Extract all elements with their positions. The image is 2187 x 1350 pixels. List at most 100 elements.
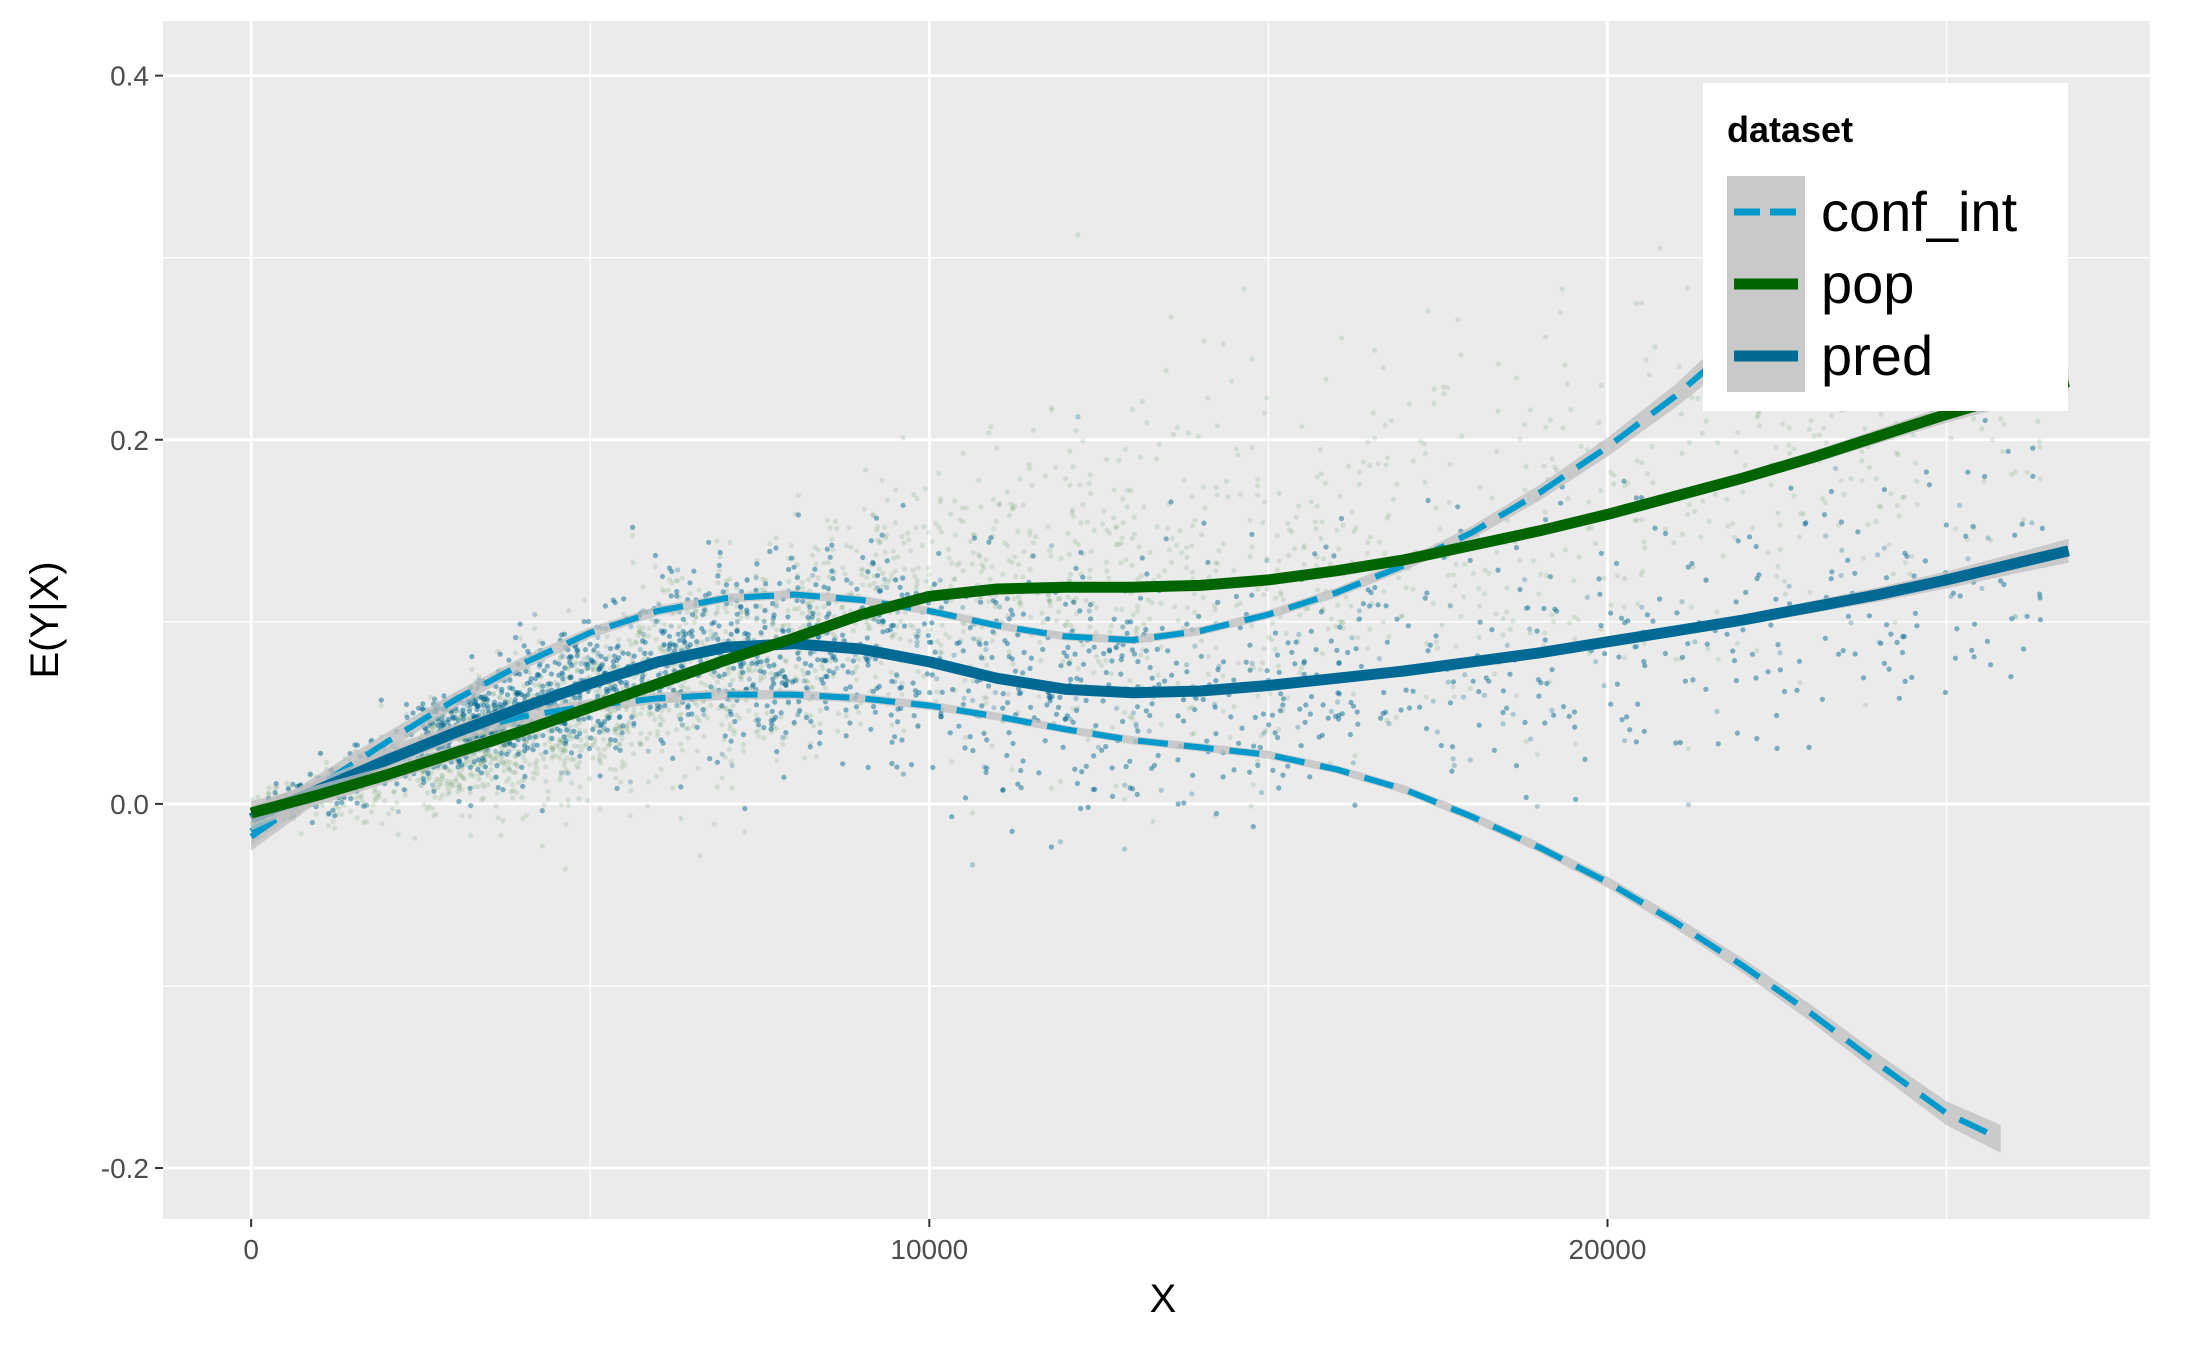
pop-point xyxy=(266,785,272,791)
pop-point xyxy=(617,723,624,729)
pop-point xyxy=(1017,476,1023,482)
pred-point xyxy=(1450,756,1456,762)
pop-point xyxy=(762,607,768,613)
pop-point xyxy=(744,614,750,620)
pred-point xyxy=(1018,767,1024,774)
pop-point xyxy=(1948,435,1954,441)
pop-point xyxy=(557,736,563,743)
pop-point xyxy=(842,571,848,577)
pop-point xyxy=(1914,501,1920,507)
pop-point xyxy=(1542,630,1548,636)
pop-point xyxy=(1893,450,1900,456)
pop-point xyxy=(901,540,907,546)
pred-point xyxy=(937,577,943,583)
pop-point xyxy=(493,702,499,708)
pop-point xyxy=(641,634,647,640)
pop-point xyxy=(719,674,725,681)
pop-point xyxy=(359,797,365,803)
pred-point xyxy=(1593,659,1599,665)
pop-point xyxy=(1621,604,1627,610)
pop-point xyxy=(602,754,608,760)
pop-point xyxy=(814,605,820,611)
pop-point xyxy=(805,601,811,607)
pred-point xyxy=(1204,738,1210,744)
pop-point xyxy=(1184,554,1190,561)
pop-point xyxy=(421,801,427,808)
pred-point xyxy=(1584,594,1590,600)
pop-point xyxy=(501,768,507,774)
pop-point xyxy=(1754,647,1760,654)
pop-point xyxy=(531,770,537,776)
pop-point xyxy=(949,758,955,764)
pop-point xyxy=(1894,503,1900,509)
pop-point xyxy=(899,771,906,777)
pop-point xyxy=(395,831,401,837)
pop-point xyxy=(1266,634,1272,640)
pop-point xyxy=(1317,446,1323,453)
pop-point xyxy=(1303,606,1309,612)
pop-point xyxy=(1101,508,1107,514)
pop-point xyxy=(654,774,660,780)
pop-point xyxy=(1130,715,1136,721)
pred-point xyxy=(1639,604,1645,610)
pop-point xyxy=(597,751,603,757)
pop-point xyxy=(783,658,789,665)
pop-point xyxy=(568,675,574,681)
pop-point xyxy=(846,524,852,531)
pop-point xyxy=(1410,458,1416,464)
pop-point xyxy=(1168,314,1174,320)
pop-point xyxy=(1504,585,1510,591)
pred-point xyxy=(727,682,733,688)
pred-point xyxy=(1984,638,1990,644)
pred-point xyxy=(1189,791,1195,797)
pop-point xyxy=(1119,535,1125,541)
pop-point xyxy=(1370,410,1376,416)
pop-point xyxy=(1386,634,1392,640)
pop-point xyxy=(960,568,966,574)
pop-point xyxy=(255,794,261,800)
pred-point xyxy=(701,607,708,613)
pop-point xyxy=(354,815,360,821)
pop-point xyxy=(890,548,897,554)
pred-point xyxy=(617,747,623,753)
pop-point xyxy=(1073,428,1079,434)
pred-point xyxy=(1130,710,1136,716)
pop-point xyxy=(1233,603,1239,609)
pop-point xyxy=(1754,414,1760,420)
pop-point xyxy=(2001,421,2007,427)
pred-point xyxy=(560,653,566,659)
pop-point xyxy=(1280,597,1287,603)
pred-point xyxy=(599,721,605,728)
pred-point xyxy=(868,538,874,544)
pop-point xyxy=(628,642,634,648)
pop-point xyxy=(453,778,459,785)
pop-point xyxy=(562,747,568,753)
pop-point xyxy=(496,760,502,766)
pop-point xyxy=(773,726,779,732)
pop-point xyxy=(777,653,783,660)
pop-point xyxy=(631,706,637,713)
pop-point xyxy=(1189,543,1195,549)
pred-point xyxy=(930,764,936,771)
pop-point xyxy=(711,821,717,827)
pred-point xyxy=(1040,646,1046,653)
pop-point xyxy=(738,673,744,679)
pop-point xyxy=(669,580,675,586)
pop-point xyxy=(1538,571,1544,578)
pop-point xyxy=(723,578,729,584)
pop-point xyxy=(1730,521,1736,527)
pop-point xyxy=(571,662,578,668)
pop-point xyxy=(556,743,562,749)
pop-point xyxy=(1798,510,1804,517)
pop-point xyxy=(1011,596,1017,602)
pop-point xyxy=(716,705,722,711)
pop-point xyxy=(480,781,486,787)
pop-point xyxy=(914,581,920,588)
pop-point xyxy=(1314,474,1320,480)
pop-point xyxy=(694,642,700,648)
pop-point xyxy=(925,529,932,536)
pop-point xyxy=(497,694,503,700)
pop-point xyxy=(1859,458,1865,464)
pop-point xyxy=(630,559,636,565)
pop-point xyxy=(779,624,785,630)
